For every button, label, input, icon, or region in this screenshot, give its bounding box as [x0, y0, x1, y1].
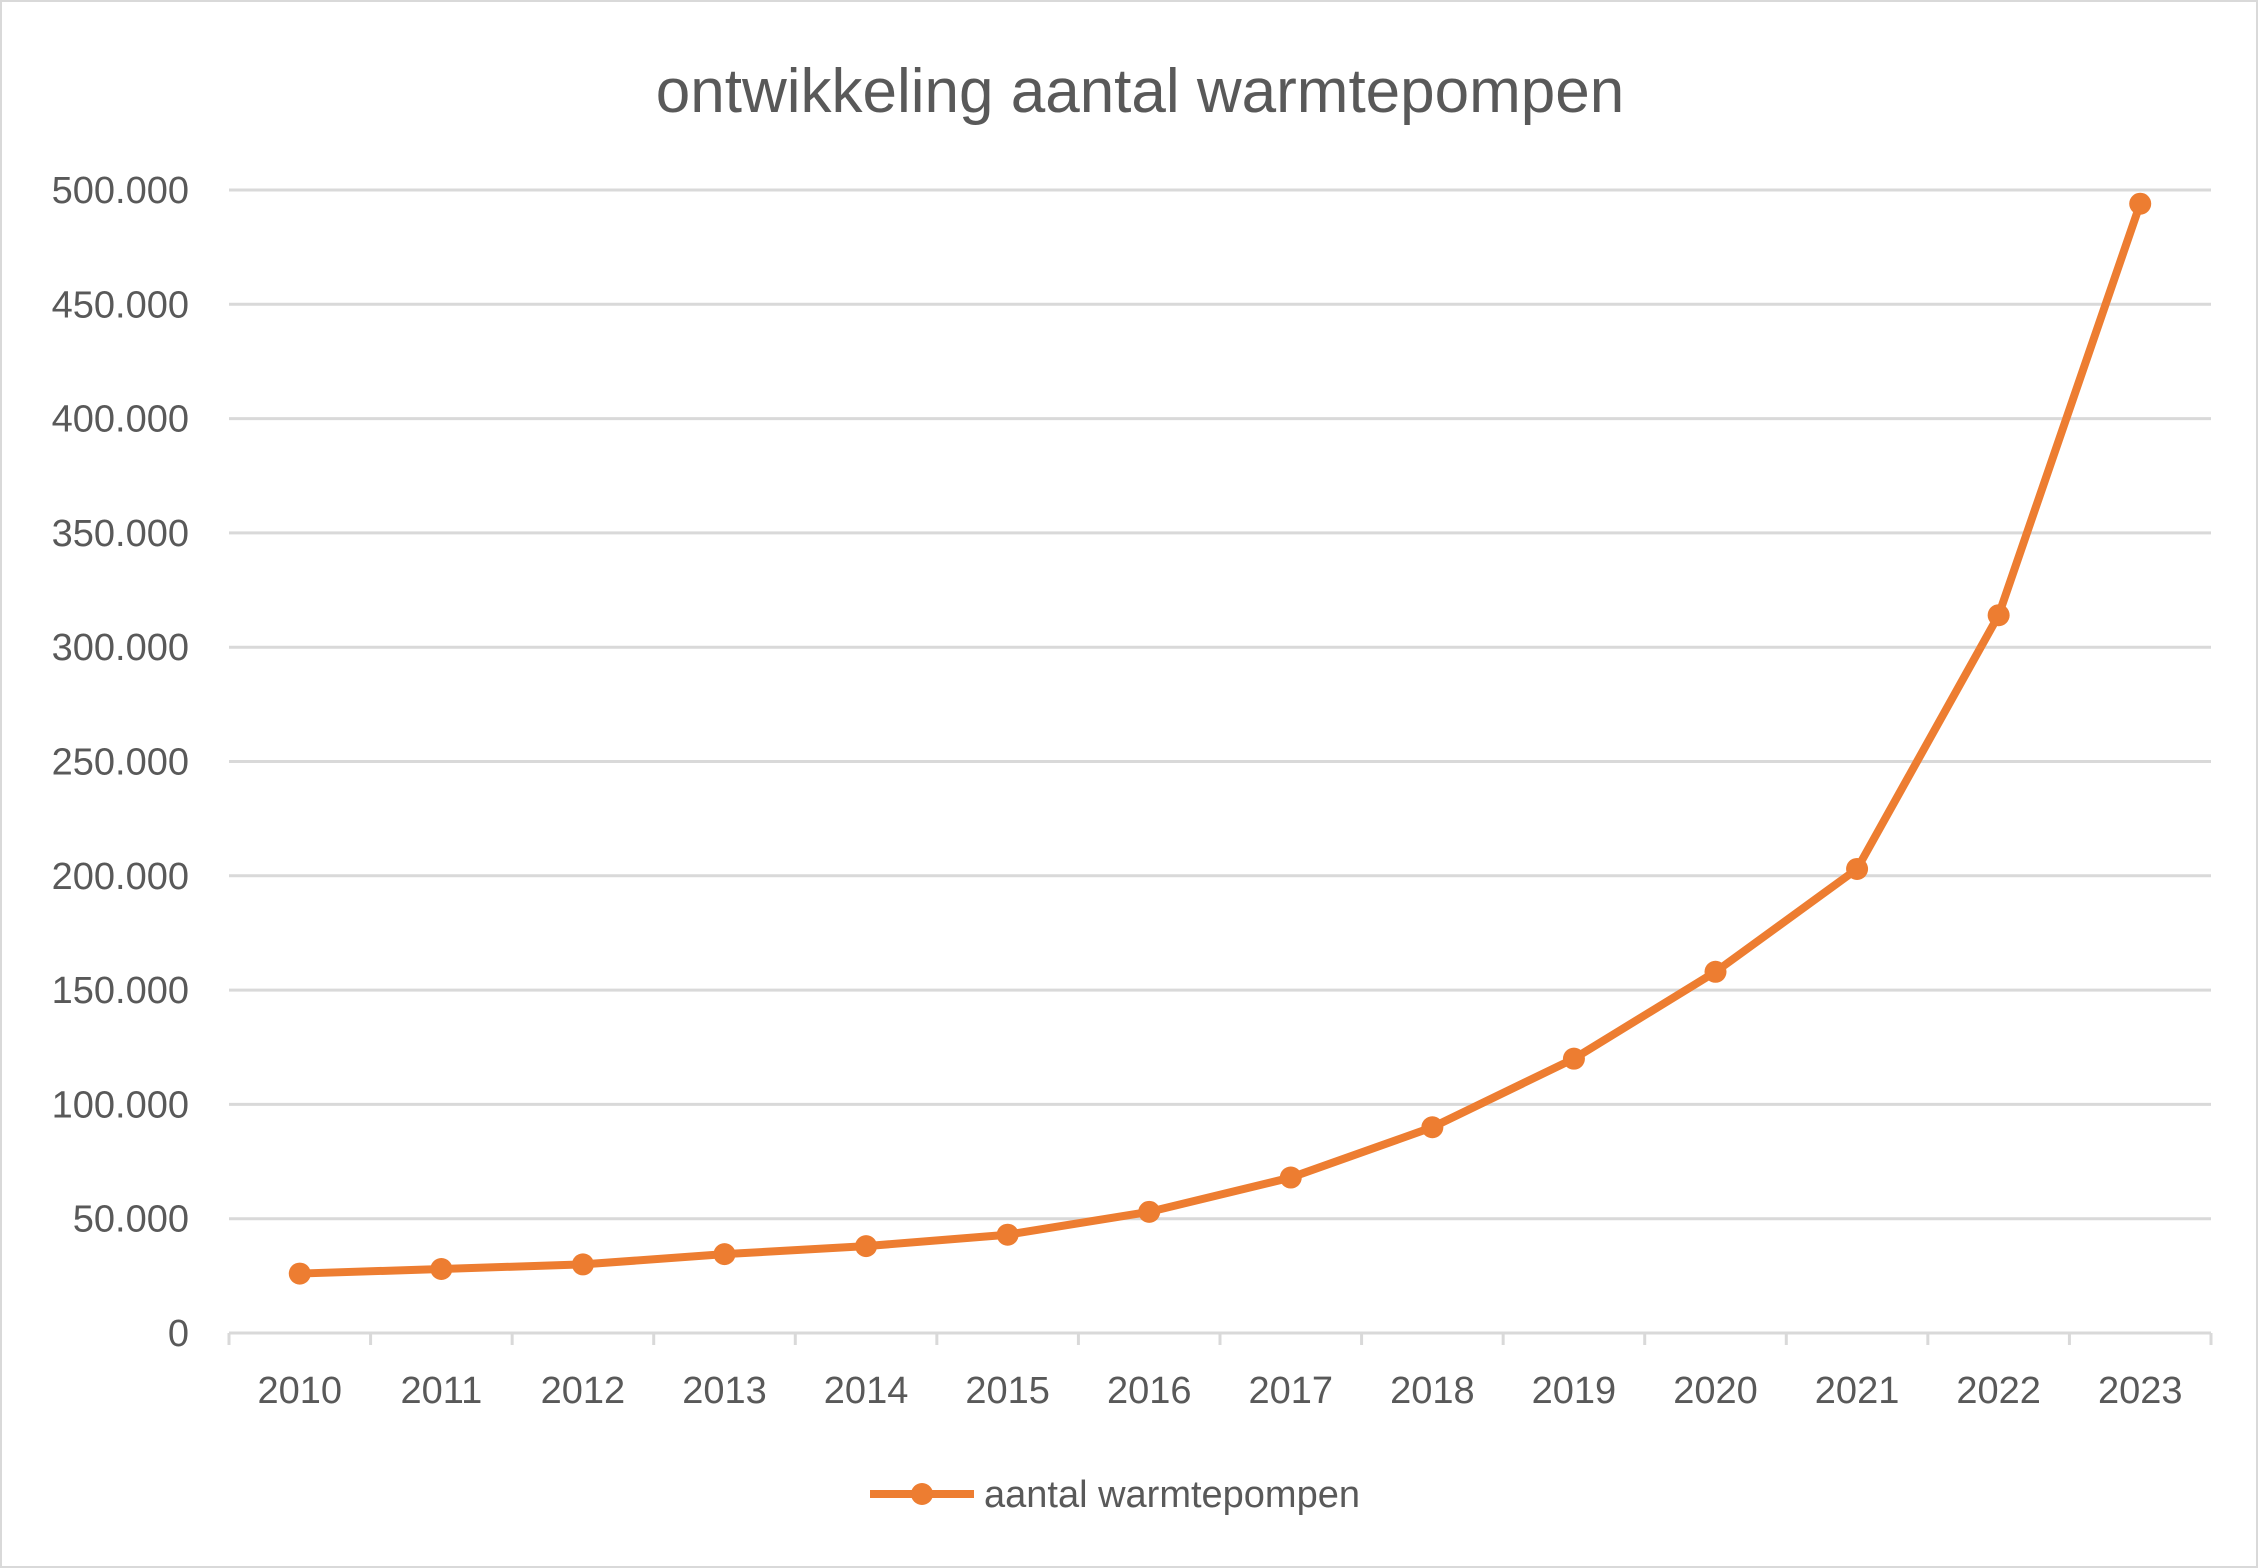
data-point [1987, 604, 2010, 627]
y-tick-label: 150.000 [52, 970, 189, 1012]
x-tick-label: 2018 [1390, 1370, 1475, 1412]
data-point [996, 1223, 1019, 1246]
legend: aantal warmtepompen [870, 1474, 1360, 1516]
data-point [1846, 857, 1869, 880]
data-point [855, 1235, 878, 1258]
x-tick-label: 2014 [824, 1370, 909, 1412]
x-axis [227, 1331, 2213, 1345]
y-tick-label: 100.000 [52, 1084, 189, 1126]
x-tick-label: 2020 [1673, 1370, 1758, 1412]
y-tick-label: 450.000 [52, 284, 189, 326]
y-tick-label: 350.000 [52, 513, 189, 555]
x-tick-label: 2022 [1956, 1370, 2041, 1412]
data-point [2129, 192, 2152, 215]
data-point [430, 1257, 453, 1280]
y-tick-label: 300.000 [52, 627, 189, 669]
y-tick-label: 200.000 [52, 856, 189, 898]
data-point [713, 1243, 736, 1266]
y-tick-label: 500.000 [52, 170, 189, 212]
y-tick-label: 250.000 [52, 742, 189, 784]
series-line [295, 199, 2145, 1278]
x-tick-label: 2019 [1532, 1370, 1617, 1412]
x-tick-label: 2016 [1107, 1370, 1192, 1412]
x-tick-label: 2010 [258, 1370, 343, 1412]
data-point [1704, 960, 1727, 983]
data-point [1562, 1047, 1585, 1070]
legend-point-marker [911, 1483, 933, 1505]
y-tick-label: 400.000 [52, 399, 189, 441]
x-tick-label: 2023 [2098, 1370, 2183, 1412]
data-point [1138, 1200, 1161, 1223]
data-point [571, 1253, 594, 1276]
data-point [1421, 1116, 1444, 1139]
data-point [1279, 1166, 1302, 1189]
gridlines [229, 188, 2211, 1221]
x-tick-label: 2015 [965, 1370, 1050, 1412]
y-axis-ticks: 0 50.000 100.000 150.000 200.000 250.000 300.0… [52, 170, 189, 1355]
chart-title: ontwikkeling aantal warmtepompen [656, 57, 1624, 126]
x-tick-label: 2017 [1249, 1370, 1334, 1412]
x-tick-label: 2012 [541, 1370, 626, 1412]
x-tick-label: 2021 [1815, 1370, 1900, 1412]
x-tick-label: 2011 [400, 1370, 482, 1412]
x-axis-ticks: 2010 2011 2012 2013 2014 2015 2016 2017 2018 2019… [258, 1370, 2183, 1412]
legend-label: aantal warmtepompen [984, 1474, 1360, 1516]
y-tick-label: 0 [168, 1313, 189, 1355]
x-tick-label: 2013 [682, 1370, 767, 1412]
data-point [288, 1262, 311, 1285]
y-tick-label: 50.000 [73, 1199, 189, 1241]
series-layer [288, 192, 2152, 1285]
